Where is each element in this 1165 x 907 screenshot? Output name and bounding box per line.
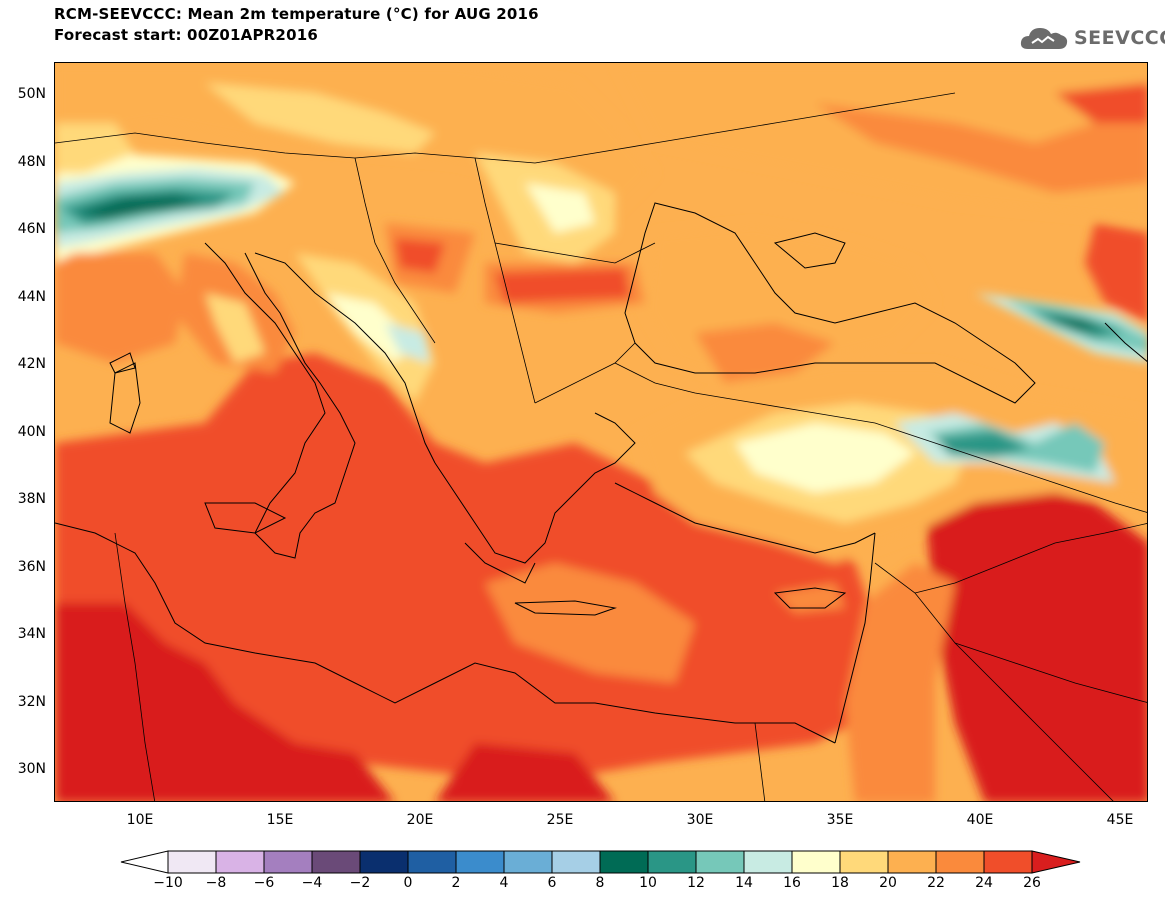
colorbar-over-triangle [1031,850,1081,874]
colorbar-segment [983,850,1033,874]
colorbar-segment [215,850,265,874]
lat-label-44n: 44N [17,289,46,305]
colorbar-segment [407,850,457,874]
colorbar-segment [839,850,889,874]
colorbar-segment [167,850,217,874]
colorbar-tick-label: −4 [301,875,323,891]
lat-label-50n: 50N [17,86,46,102]
lon-label-15e: 15E [266,812,294,828]
lon-label-20e: 20E [406,812,434,828]
colorbar-tick-label: −2 [349,875,371,891]
lon-label-45e: 45E [1106,812,1134,828]
cloud-icon [1020,28,1068,49]
colorbar-segment [263,850,313,874]
coastlines [55,202,1147,744]
colorbar-tick-label: 20 [879,875,897,891]
lon-label-35e: 35E [826,812,854,828]
colorbar-tick-label: 10 [639,875,657,891]
colorbar-tick-label: 26 [1023,875,1041,891]
colorbar-segment [599,850,649,874]
colorbar-tick-label: 6 [547,875,557,891]
colorbar-tick-label: 2 [451,875,461,891]
colorbar-tick-label: −8 [205,875,227,891]
lon-label-30e: 30E [686,812,714,828]
lat-label-42n: 42N [17,356,46,372]
map-title: RCM-SEEVCCC: Mean 2m temperature (°C) fo… [54,5,539,23]
forecast-start-subtitle: Forecast start: 00Z01APR2016 [54,26,318,44]
colorbar-segment [695,850,745,874]
lat-label-32n: 32N [17,694,46,710]
lat-label-36n: 36N [17,559,46,575]
colorbar-tick-label: 18 [831,875,849,891]
lon-label-40e: 40E [966,812,994,828]
lon-label-10e: 10E [126,812,154,828]
colorbar-tick-label: −10 [153,875,183,891]
colorbar-tick-label: 22 [927,875,945,891]
colorbar-tick-label: 14 [735,875,753,891]
colorbar-segment [359,850,409,874]
temperature-map [54,62,1148,802]
political-borders [55,92,1147,801]
colorbar-tick-label: 16 [783,875,801,891]
colorbar-tick-label: 24 [975,875,993,891]
logo-text: SEEVCCC [1074,27,1165,49]
colorbar-segment [935,850,985,874]
lat-label-38n: 38N [17,491,46,507]
temperature-field [55,63,1147,801]
colorbar-tick-label: −6 [253,875,275,891]
colorbar-segment [791,850,841,874]
lat-label-40n: 40N [17,424,46,440]
colorbar-tick-label: 8 [595,875,605,891]
colorbar-segment [455,850,505,874]
lat-label-48n: 48N [17,154,46,170]
seevccc-logo: SEEVCCC [1018,20,1165,56]
colorbar-segment [503,850,553,874]
colorbar [120,850,1081,874]
lat-label-34n: 34N [17,626,46,642]
colorbar-tick-label: 4 [499,875,509,891]
lon-label-25e: 25E [546,812,574,828]
colorbar-segment [887,850,937,874]
colorbar-segment [551,850,601,874]
colorbar-segment [311,850,361,874]
lat-label-30n: 30N [17,761,46,777]
colorbar-tick-label: 0 [403,875,413,891]
colorbar-segment [647,850,697,874]
colorbar-segment [743,850,793,874]
lat-label-46n: 46N [17,221,46,237]
map-canvas [55,63,1147,801]
colorbar-under-triangle [120,850,169,874]
colorbar-tick-label: 12 [687,875,705,891]
